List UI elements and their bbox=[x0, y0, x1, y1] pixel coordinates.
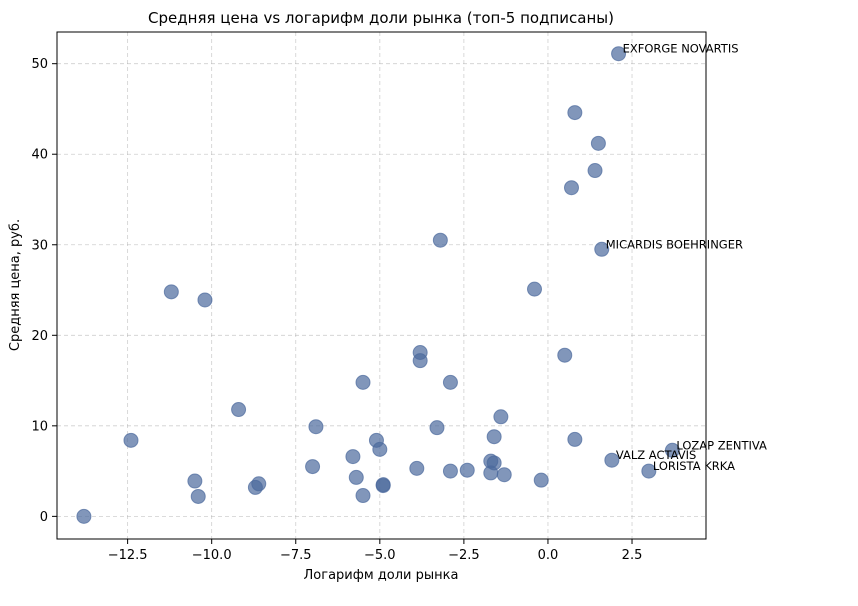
x-axis-label: Логарифм доли рынка bbox=[304, 568, 459, 583]
y-tick-label: 0 bbox=[40, 510, 48, 525]
data-point bbox=[563, 180, 579, 196]
chart-title: Средняя цена vs логарифм доли рынка (топ… bbox=[148, 9, 614, 27]
data-point bbox=[372, 441, 388, 457]
data-point bbox=[429, 420, 445, 436]
point-annotation: LOZAP ZENTIVA bbox=[676, 438, 767, 452]
x-tick-label: −10.0 bbox=[192, 548, 232, 563]
point-annotation: VALZ ACTAVIS bbox=[616, 448, 696, 462]
data-point bbox=[231, 402, 247, 418]
data-point bbox=[123, 432, 139, 448]
data-point bbox=[611, 46, 627, 62]
data-point bbox=[432, 232, 448, 248]
data-point bbox=[409, 460, 425, 476]
x-tick-label: 2.5 bbox=[622, 548, 643, 563]
data-point bbox=[190, 488, 206, 504]
point-annotation: EXFORGE NOVARTIS bbox=[623, 42, 739, 56]
y-tick-label: 30 bbox=[31, 238, 48, 253]
data-point bbox=[412, 353, 428, 369]
x-tick-label: 0.0 bbox=[538, 548, 559, 563]
x-axis-ticks: −12.5 −10.0 −7.5 −5.0 −2.5 0.0 2.5 bbox=[108, 539, 643, 563]
data-point bbox=[567, 105, 583, 121]
data-point bbox=[76, 508, 92, 524]
data-point bbox=[345, 449, 361, 465]
data-point bbox=[308, 419, 324, 435]
data-point bbox=[641, 463, 657, 479]
data-point bbox=[251, 476, 267, 492]
data-point bbox=[527, 281, 543, 297]
data-point bbox=[664, 442, 680, 458]
data-point bbox=[493, 409, 509, 425]
data-point bbox=[348, 469, 364, 485]
data-point bbox=[355, 374, 371, 390]
data-point bbox=[533, 472, 549, 488]
x-tick-label: −2.5 bbox=[448, 548, 480, 563]
x-tick-label: −7.5 bbox=[280, 548, 312, 563]
data-points bbox=[76, 46, 680, 524]
data-point bbox=[163, 284, 179, 300]
data-point bbox=[590, 135, 606, 151]
data-point bbox=[587, 163, 603, 179]
data-point bbox=[486, 429, 502, 445]
y-tick-label: 50 bbox=[31, 57, 48, 72]
annotations: EXFORGE NOVARTIS MICARDIS BOEHRINGER LOZAP… bbox=[606, 42, 767, 473]
data-point bbox=[594, 241, 610, 257]
data-point bbox=[486, 455, 502, 471]
data-point bbox=[197, 292, 213, 308]
data-point bbox=[496, 467, 512, 483]
plot-frame bbox=[56, 31, 707, 540]
y-tick-label: 20 bbox=[31, 329, 48, 344]
grid bbox=[57, 32, 706, 539]
y-axis-ticks: 0 10 20 30 40 50 bbox=[31, 57, 57, 525]
data-point bbox=[442, 463, 458, 479]
data-point bbox=[557, 347, 573, 363]
data-point bbox=[604, 452, 620, 468]
y-tick-label: 40 bbox=[31, 148, 48, 163]
x-tick-label: −12.5 bbox=[108, 548, 148, 563]
point-annotation: LORISTA KRKA bbox=[653, 459, 735, 473]
y-axis-label: Средняя цена, руб. bbox=[8, 219, 23, 351]
data-point bbox=[442, 374, 458, 390]
data-point bbox=[375, 477, 391, 493]
data-point bbox=[459, 462, 475, 478]
data-point bbox=[305, 459, 321, 475]
x-tick-label: −5.0 bbox=[364, 548, 396, 563]
data-point bbox=[355, 488, 371, 504]
data-point bbox=[187, 473, 203, 489]
point-annotation: MICARDIS BOEHRINGER bbox=[606, 237, 743, 251]
y-tick-label: 10 bbox=[31, 419, 48, 434]
data-point bbox=[567, 431, 583, 447]
